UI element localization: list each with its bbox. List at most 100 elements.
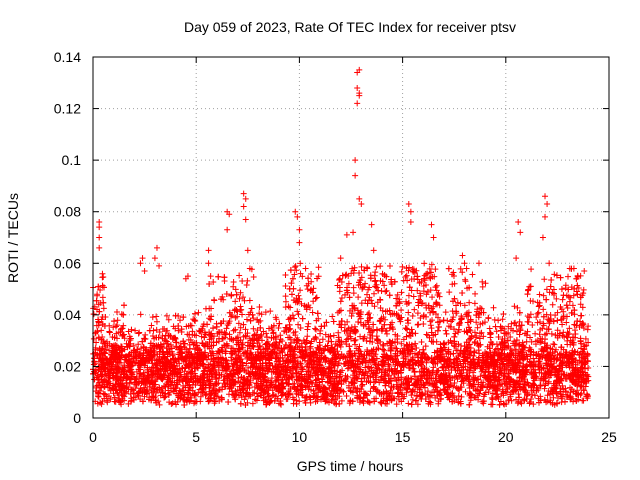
data-point: [398, 340, 405, 347]
data-point: [507, 333, 514, 340]
data-point: [165, 316, 172, 323]
data-point: [387, 387, 394, 394]
data-point: [337, 298, 344, 305]
data-point: [263, 330, 270, 337]
data-point: [473, 319, 480, 326]
data-point: [480, 333, 487, 340]
data-point: [120, 322, 127, 329]
data-point: [471, 300, 478, 307]
data-point: [528, 266, 535, 273]
data-point: [114, 322, 121, 329]
data-point: [530, 401, 537, 408]
data-point: [269, 392, 276, 399]
data-point: [541, 276, 548, 283]
data-point: [445, 339, 452, 346]
data-point: [432, 300, 439, 307]
data-point: [398, 307, 405, 314]
data-point: [297, 324, 304, 331]
data-point: [469, 271, 476, 278]
data-point: [176, 387, 183, 394]
data-point: [315, 264, 322, 271]
data-point: [527, 311, 534, 318]
data-point: [433, 311, 440, 318]
data-point: [202, 392, 209, 399]
data-point: [426, 265, 433, 272]
data-point: [409, 265, 416, 272]
data-point: [515, 390, 522, 397]
data-point: [275, 325, 282, 332]
data-point: [559, 321, 566, 328]
data-point: [458, 393, 465, 400]
data-point: [114, 317, 121, 324]
data-point: [569, 302, 576, 309]
data-point: [479, 283, 486, 290]
data-point: [352, 336, 359, 343]
data-point: [549, 301, 556, 308]
data-point: [548, 330, 555, 337]
data-point: [269, 327, 276, 334]
data-point: [106, 347, 113, 354]
data-point: [462, 388, 469, 395]
data-point: [472, 290, 479, 297]
data-point: [442, 309, 449, 316]
data-point: [135, 341, 142, 348]
data-point: [523, 338, 530, 345]
data-point: [553, 295, 560, 302]
data-point: [414, 310, 421, 317]
data-point: [408, 276, 415, 283]
data-point: [563, 375, 570, 382]
data-point: [364, 346, 371, 353]
data-point: [358, 300, 365, 307]
data-points: [90, 66, 592, 409]
data-point: [244, 277, 251, 284]
data-point: [393, 295, 400, 302]
data-point: [212, 374, 219, 381]
data-point: [344, 365, 351, 372]
data-point: [338, 397, 345, 404]
data-point: [362, 280, 369, 287]
data-point: [529, 380, 536, 387]
data-point: [539, 325, 546, 332]
data-point: [361, 283, 368, 290]
data-point: [530, 298, 537, 305]
data-point: [524, 313, 531, 320]
data-point: [362, 369, 369, 376]
data-point: [452, 343, 459, 350]
data-point: [169, 400, 176, 407]
data-point: [297, 287, 304, 294]
data-point: [256, 304, 263, 311]
data-point: [503, 389, 510, 396]
data-point: [243, 316, 250, 323]
data-point: [367, 314, 374, 321]
data-point: [422, 271, 429, 278]
data-point: [265, 325, 272, 332]
data-point: [402, 273, 409, 280]
data-point: [137, 311, 144, 318]
data-point: [306, 345, 313, 352]
data-point: [292, 263, 299, 270]
data-point: [450, 314, 457, 321]
data-point: [299, 392, 306, 399]
data-point: [448, 390, 455, 397]
data-point: [164, 327, 171, 334]
data-point: [242, 326, 249, 333]
data-point: [535, 363, 542, 370]
data-point: [585, 339, 592, 346]
data-point: [420, 288, 427, 295]
data-point: [297, 360, 304, 367]
data-point: [195, 389, 202, 396]
data-point: [432, 266, 439, 273]
data-point: [162, 337, 169, 344]
data-point: [232, 286, 239, 293]
data-point: [216, 371, 223, 378]
data-point: [381, 282, 388, 289]
data-point: [243, 281, 250, 288]
data-point: [417, 314, 424, 321]
data-point: [291, 264, 298, 271]
data-point: [428, 261, 435, 268]
data-point: [239, 311, 246, 318]
data-point: [516, 374, 523, 381]
data-point: [357, 333, 364, 340]
data-point: [373, 388, 380, 395]
